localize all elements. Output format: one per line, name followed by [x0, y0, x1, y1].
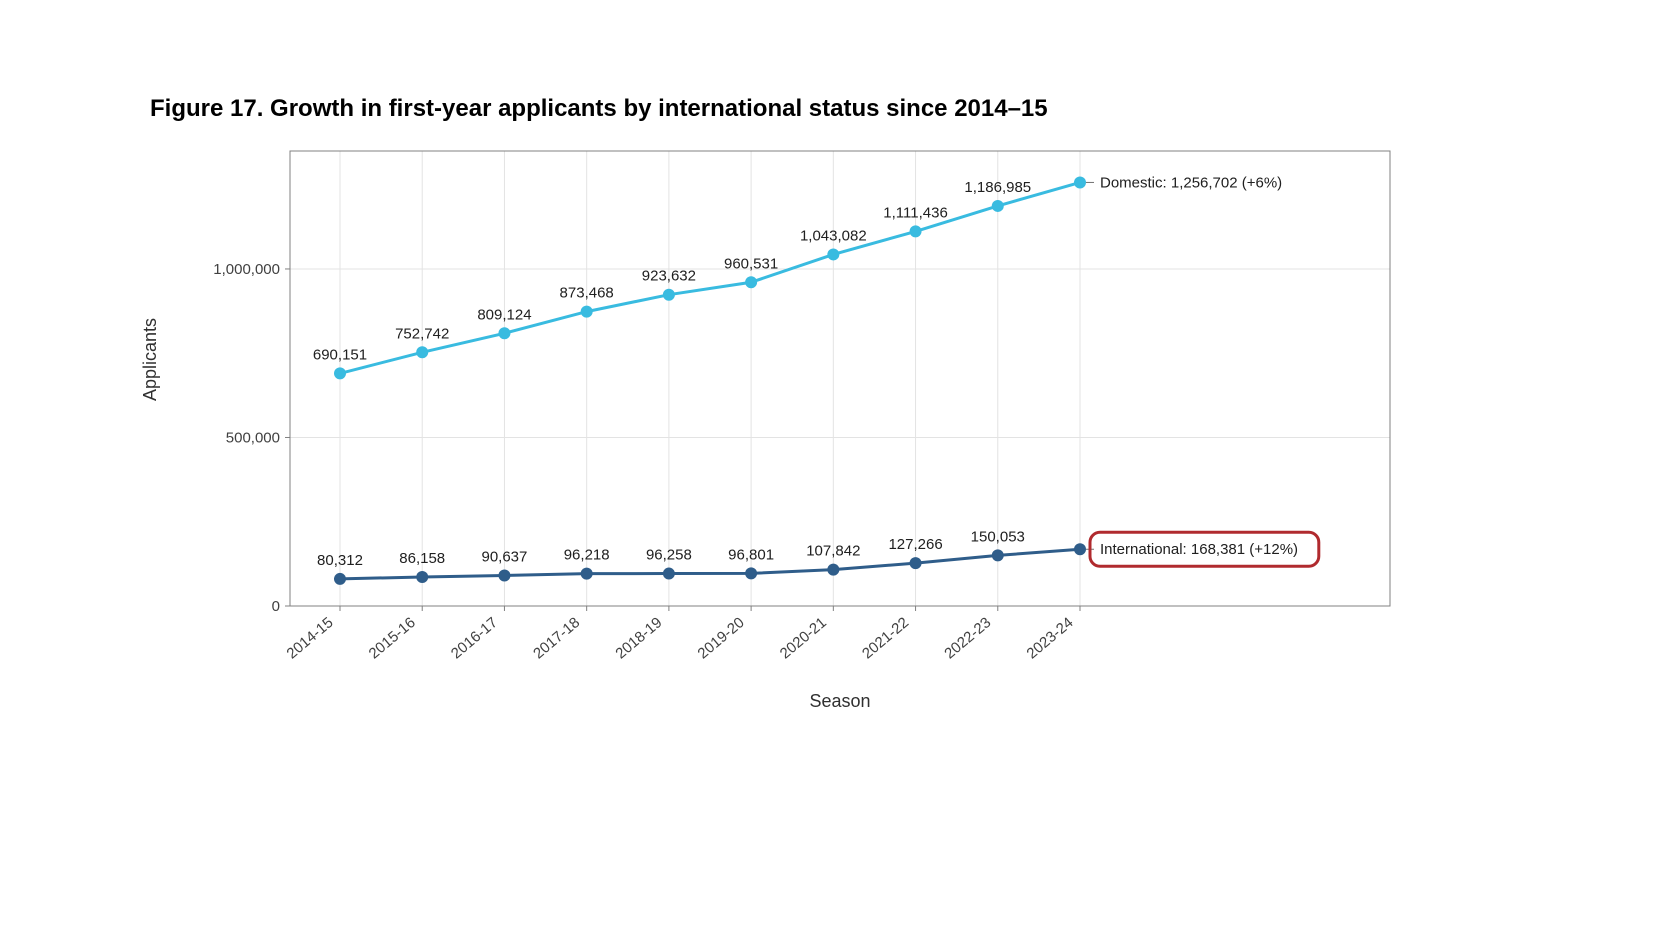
x-tick-label: 2017-18	[530, 614, 583, 662]
figure-17: Figure 17. Growth in first-year applican…	[150, 95, 1520, 761]
series-point	[1074, 543, 1086, 555]
data-label: 107,842	[806, 543, 860, 560]
x-axis-label: Season	[290, 691, 1390, 712]
data-label: 80,312	[317, 552, 363, 569]
data-label: 923,632	[642, 268, 696, 285]
x-tick-label: 2016-17	[448, 614, 501, 662]
y-tick-label: 0	[272, 598, 280, 615]
data-label: 96,801	[728, 546, 774, 563]
series-point	[745, 567, 757, 579]
series-end-label-international: International: 168,381 (+12%)	[1100, 541, 1298, 558]
data-label: 86,158	[399, 550, 445, 567]
data-label: 150,053	[971, 528, 1025, 545]
x-tick-label: 2015-16	[366, 614, 419, 662]
data-label: 960,531	[724, 255, 778, 272]
series-point	[416, 571, 428, 583]
figure-title: Figure 17. Growth in first-year applican…	[150, 95, 1520, 123]
data-label: 873,468	[560, 285, 614, 302]
series-point	[334, 573, 346, 585]
plot-border	[290, 151, 1390, 606]
data-label: 752,742	[395, 325, 449, 342]
series-point	[992, 200, 1004, 212]
series-line-domestic	[340, 182, 1080, 373]
series-point	[827, 248, 839, 260]
y-tick-label: 1,000,000	[213, 261, 280, 278]
data-label: 690,151	[313, 346, 367, 363]
x-tick-label: 2014-15	[283, 614, 336, 662]
x-tick-label: 2020-21	[777, 614, 830, 662]
data-label: 96,258	[646, 547, 692, 564]
x-tick-label: 2023-24	[1023, 614, 1076, 662]
data-label: 1,043,082	[800, 227, 867, 244]
series-point	[498, 327, 510, 339]
series-point	[1074, 176, 1086, 188]
series-point	[745, 276, 757, 288]
y-tick-label: 500,000	[226, 429, 280, 446]
data-label: 1,186,985	[964, 179, 1031, 196]
x-tick-label: 2019-20	[695, 614, 748, 662]
series-point	[581, 568, 593, 580]
line-chart: 0 500,000 1,000,000 2014-15 2015-16 2016-17 20…	[150, 141, 1520, 741]
data-label: 1,111,436	[883, 204, 948, 221]
data-label: 809,124	[477, 306, 531, 323]
series-point	[827, 564, 839, 576]
series-point	[663, 568, 675, 580]
y-axis-label: Applicants	[140, 318, 161, 401]
series-point	[910, 557, 922, 569]
series-end-label-domestic: Domestic: 1,256,702 (+6%)	[1100, 174, 1282, 191]
series-point	[992, 549, 1004, 561]
series-point	[910, 225, 922, 237]
chart-container: Applicants 0500,0001,000,0002014-152015-…	[150, 141, 1520, 761]
x-tick-label: 2022-23	[941, 614, 994, 662]
data-label: 127,266	[888, 536, 942, 553]
series-point	[663, 289, 675, 301]
series-point	[581, 306, 593, 318]
series-point	[498, 569, 510, 581]
data-label: 90,637	[481, 548, 527, 565]
x-tick-label: 2018-19	[612, 614, 665, 662]
series-point	[334, 367, 346, 379]
data-label: 96,218	[564, 547, 610, 564]
series-point	[416, 346, 428, 358]
series-line-international	[340, 549, 1080, 579]
x-tick-label: 2021-22	[859, 614, 912, 662]
